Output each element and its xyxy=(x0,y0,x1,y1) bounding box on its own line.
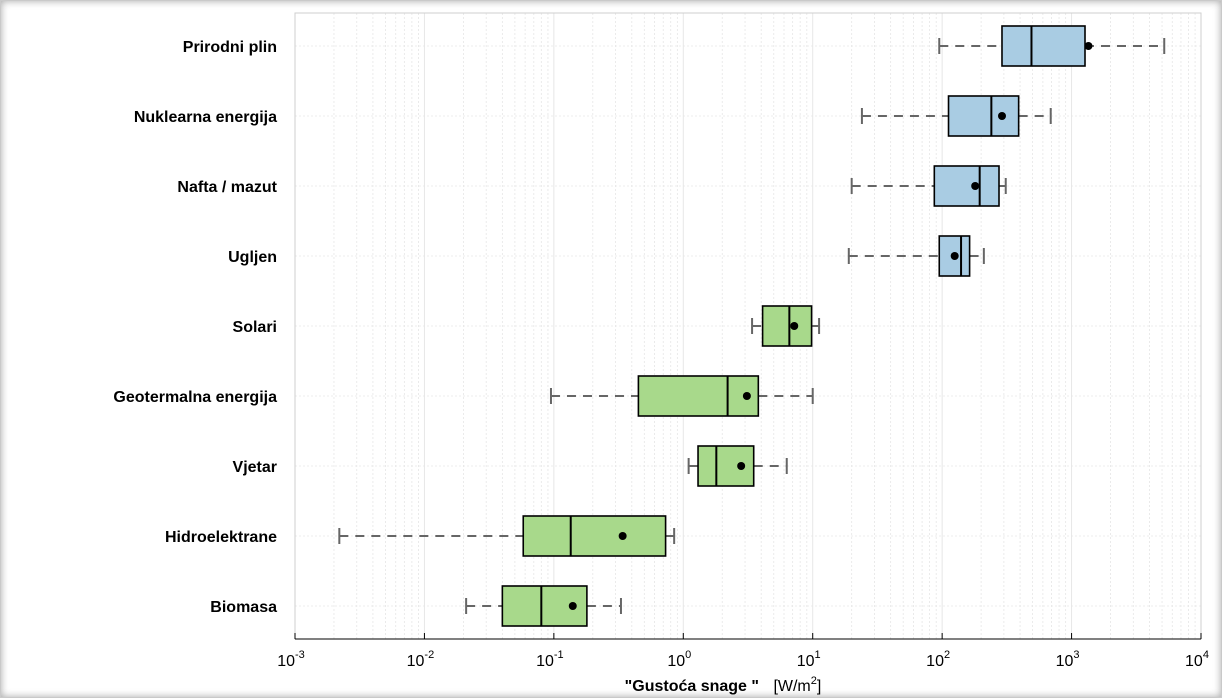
box-series xyxy=(850,165,1007,207)
x-tick-base: 10 xyxy=(797,653,815,670)
box-iqr xyxy=(933,165,1000,207)
x-tick-base: 10 xyxy=(536,653,554,670)
category-label: Vjetar xyxy=(233,459,277,476)
box-iqr xyxy=(947,95,1020,137)
category-label: Geotermalna energija xyxy=(113,389,277,406)
box-iqr xyxy=(637,375,760,417)
x-axis-label-unit: [W/m xyxy=(773,678,810,695)
box-series xyxy=(549,375,814,417)
mean-point xyxy=(742,392,751,400)
x-tick-label: 10-2 xyxy=(407,649,435,670)
x-tick-exponent: 3 xyxy=(1073,649,1079,661)
category-label: Nuklearna energija xyxy=(134,109,277,126)
mean-point xyxy=(997,112,1006,120)
x-tick-base: 10 xyxy=(277,653,295,670)
category-label: Ugljen xyxy=(228,249,277,266)
x-tick-exponent: -2 xyxy=(424,649,434,661)
x-tick-exponent: -1 xyxy=(554,649,564,661)
category-label: Solari xyxy=(233,319,277,336)
x-tick-label: 102 xyxy=(926,649,950,670)
category-label: Hidroelektrane xyxy=(165,529,277,546)
x-tick-base: 10 xyxy=(407,653,425,670)
x-tick-exponent: -3 xyxy=(295,649,305,661)
x-tick-base: 10 xyxy=(667,653,685,670)
box-series xyxy=(338,515,676,557)
mean-point xyxy=(950,252,959,260)
x-tick-label: 10-3 xyxy=(277,649,305,670)
mean-point xyxy=(618,532,627,540)
x-tick-base: 10 xyxy=(1056,653,1074,670)
x-tick-base: 10 xyxy=(926,653,944,670)
x-tick-exponent: 1 xyxy=(815,649,821,661)
box-iqr xyxy=(761,305,813,347)
category-labels: Prirodni plin Nuklearna energija Nafta / m… xyxy=(113,39,277,616)
x-tick-label: 103 xyxy=(1056,649,1080,670)
box-series xyxy=(847,235,985,277)
box-iqr xyxy=(522,515,667,557)
x-tick-label: 104 xyxy=(1185,649,1209,670)
box-series xyxy=(860,95,1052,137)
x-tick-exponent: 2 xyxy=(944,649,950,661)
mean-point xyxy=(790,322,799,330)
mean-point xyxy=(971,182,980,190)
box-series xyxy=(751,305,821,347)
box-iqr xyxy=(1001,25,1086,67)
x-axis-label-quantity: "Gustoća snage " xyxy=(625,678,759,695)
boxes xyxy=(338,25,1166,627)
x-axis-label: "Gustoća snage " [W/m2] xyxy=(625,675,822,695)
box-series xyxy=(938,25,1166,67)
mean-point xyxy=(1084,42,1093,50)
x-tick-exponent: 4 xyxy=(1203,649,1209,661)
x-tick-labels: 10-3 10-2 10-1 100 101 102 103 104 xyxy=(277,633,1209,670)
box-iqr xyxy=(697,445,755,487)
x-tick-base: 10 xyxy=(1185,653,1203,670)
x-axis-label-unit-exp: 2 xyxy=(811,675,817,687)
x-tick-label: 101 xyxy=(797,649,821,670)
box-series xyxy=(687,445,788,487)
x-tick-exponent: 0 xyxy=(685,649,691,661)
category-label: Nafta / mazut xyxy=(177,179,277,196)
x-tick-label: 10-1 xyxy=(536,649,564,670)
grid xyxy=(294,13,1202,639)
mean-point xyxy=(737,462,746,470)
x-axis-label-unit-end: ] xyxy=(817,678,821,695)
box-series xyxy=(465,585,622,627)
category-label: Prirodni plin xyxy=(183,39,277,56)
x-tick-label: 100 xyxy=(667,649,691,670)
category-label: Biomasa xyxy=(210,599,277,616)
mean-point xyxy=(568,602,577,610)
